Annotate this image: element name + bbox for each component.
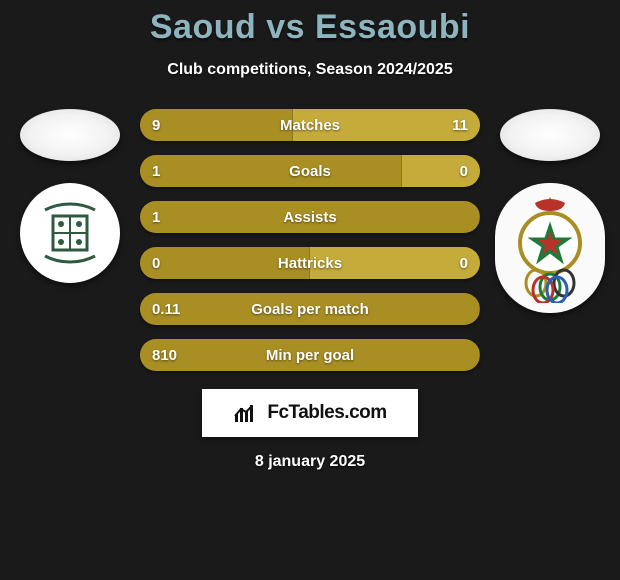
stat-seg-left <box>140 339 480 371</box>
player-right-avatar <box>500 109 600 161</box>
brand-badge: FcTables.com <box>202 389 418 437</box>
stat-row: 10Goals <box>140 155 480 187</box>
stat-bars: 911Matches 10Goals 1Assists 00Hattricks 0.11… <box>140 109 480 371</box>
brand-text: FcTables.com <box>267 402 386 424</box>
player-left-avatar <box>20 109 120 161</box>
stat-row: 0.11Goals per match <box>140 293 480 325</box>
stat-row: 00Hattricks <box>140 247 480 279</box>
stat-row: 911Matches <box>140 109 480 141</box>
subtitle: Club competitions, Season 2024/2025 <box>167 61 452 79</box>
brand-chart-icon <box>233 402 261 424</box>
date-label: 8 january 2025 <box>255 453 365 471</box>
stat-seg-left <box>140 109 293 141</box>
stat-seg-left <box>140 247 310 279</box>
stat-row: 1Assists <box>140 201 480 233</box>
club-right-crest-svg <box>505 193 595 303</box>
stat-seg-left <box>140 201 480 233</box>
stat-seg-right <box>293 109 480 141</box>
stat-seg-right <box>402 155 480 187</box>
player-right-column <box>490 109 610 313</box>
stat-row: 810Min per goal <box>140 339 480 371</box>
player-left-column <box>10 109 130 283</box>
club-right-crest <box>495 183 605 313</box>
page-title: Saoud vs Essaoubi <box>150 8 470 47</box>
stat-seg-right <box>310 247 480 279</box>
stat-seg-left <box>140 155 402 187</box>
stat-seg-left <box>140 293 480 325</box>
comparison-panel: 911Matches 10Goals 1Assists 00Hattricks 0.11… <box>0 109 620 371</box>
club-left-crest <box>20 183 120 283</box>
club-left-crest-svg <box>35 198 105 268</box>
